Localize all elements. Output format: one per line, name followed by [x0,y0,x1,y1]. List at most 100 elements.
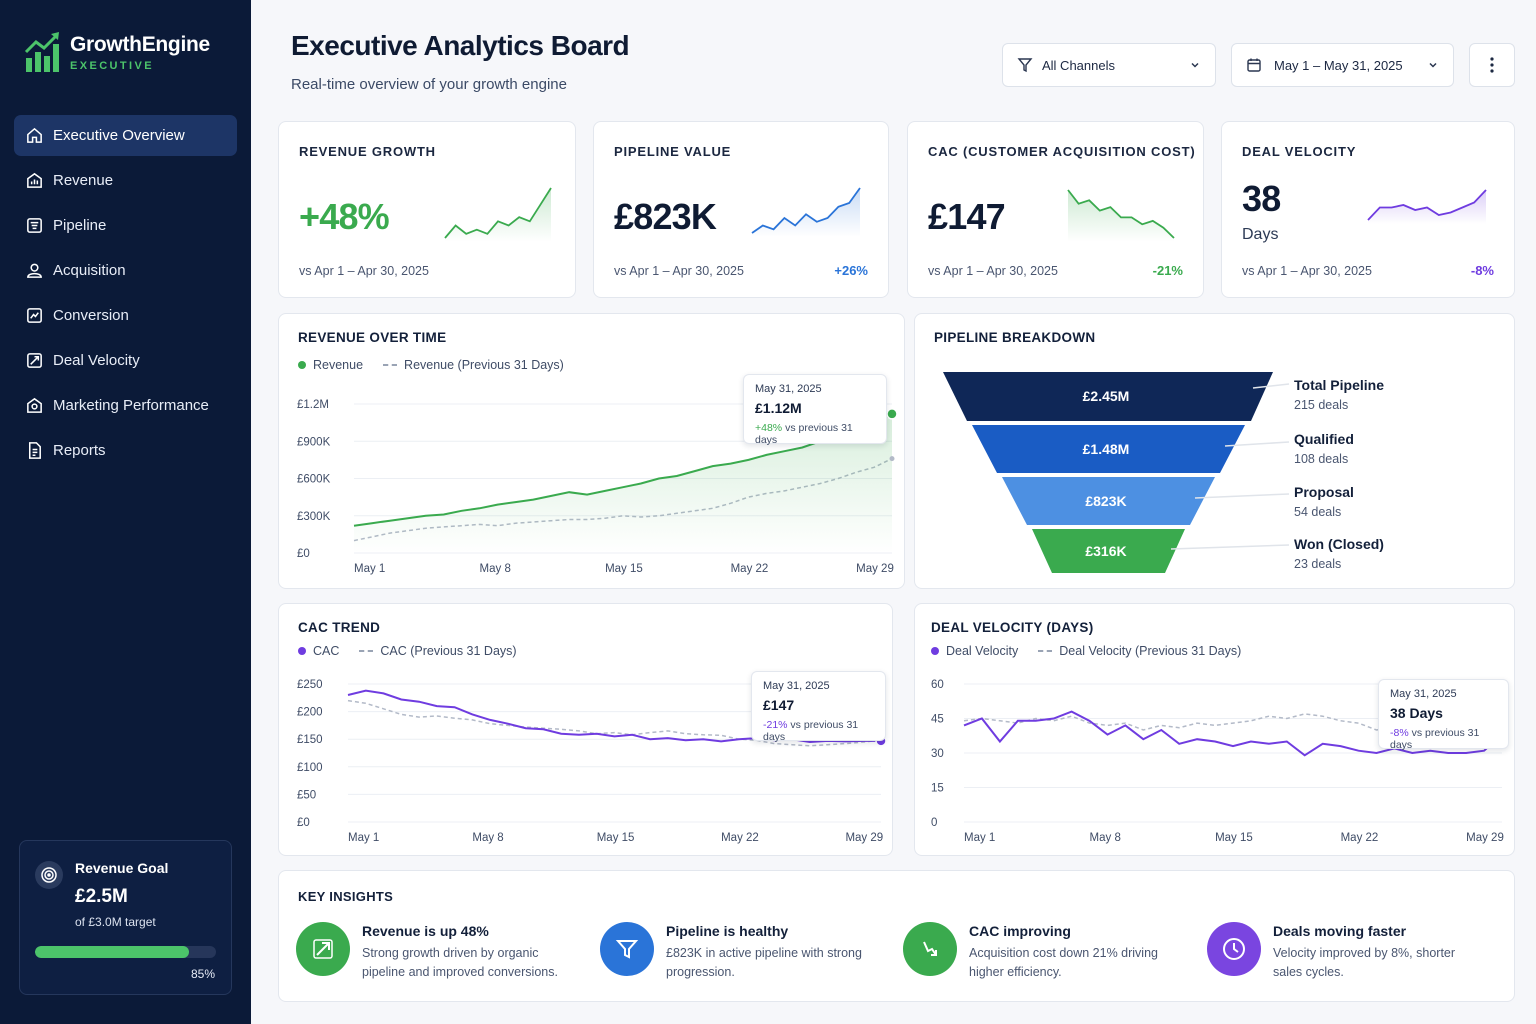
kpi-card-revenue-growth[interactable]: REVENUE GROWTH +48% vs Apr 1 – Apr 30, 2… [278,121,576,298]
sparkline-area [1368,190,1486,224]
funnel-stage-deals: 54 deals [1294,505,1342,519]
kpi-card-cac[interactable]: CAC (CUSTOMER ACQUISITION COST) £147 vs … [907,121,1204,298]
sidebar-item-deal-velocity[interactable]: Deal Velocity [14,340,237,381]
insight-title: Revenue is up 48% [362,923,489,939]
kpi-compare: vs Apr 1 – Apr 30, 2025 [614,264,744,278]
velocity-icon [27,353,42,368]
tooltip-date: May 31, 2025 [763,680,830,692]
insight-cac[interactable]: CAC improving Acquisition cost down 21% … [903,922,1179,982]
kpi-compare: vs Apr 1 – Apr 30, 2025 [299,264,429,278]
sidebar: GrowthEngine EXECUTIVE Executive Overvie… [0,0,251,1024]
kpi-title: DEAL VELOCITY [1242,144,1357,159]
x-tick-label: May 22 [1341,832,1379,844]
y-tick-label: £0 [297,548,310,560]
kpi-sparkline [1067,189,1175,242]
funnel-stage-deals: 108 deals [1294,452,1349,466]
tooltip-suffix: vs previous 31 days [755,422,853,446]
funnel-value-won: £316K [1085,543,1126,559]
revenue-over-time-card: REVENUE OVER TIME Revenue Revenue (Previ… [278,313,905,589]
x-tick-label: May 22 [721,832,759,844]
funnel-label-proposal: Proposal 54 deals [1294,484,1354,519]
goal-value: £2.5M [75,886,128,907]
pipeline-icon [27,218,42,233]
page-subtitle: Real-time overview of your growth engine [291,76,567,93]
y-tick-label: £100 [297,762,323,774]
date-range-value: May 1 – May 31, 2025 [1274,57,1403,73]
deal-velocity-card: DEAL VELOCITY (DAYS) Deal Velocity Deal … [914,603,1515,856]
funnel-value-qualified: £1.48M [1083,441,1130,457]
card-title: DEAL VELOCITY (DAYS) [931,620,1094,635]
more-options-button[interactable] [1469,43,1515,87]
sidebar-item-label: Executive Overview [53,127,185,144]
sidebar-item-reports[interactable]: Reports [14,430,237,471]
sidebar-item-acquisition[interactable]: Acquisition [14,250,237,291]
y-tick-label: £50 [297,789,316,801]
target-icon [35,861,63,889]
chart-tooltip: May 31, 2025 £1.12M +48% vs previous 31 … [743,374,887,446]
insight-title: Deals moving faster [1273,923,1407,939]
sparkline-area [445,188,551,242]
sparkline-line [444,187,552,239]
x-tick-label: May 15 [605,563,643,575]
revenue-line-chart[interactable]: £0 £300K £600K £900K £1.2M May 1 May 8 May 15 Ma… [279,314,904,588]
sidebar-item-label: Marketing Performance [53,397,209,414]
insight-description: Acquisition cost down 21% driving higher… [969,946,1158,979]
insight-pipeline[interactable]: Pipeline is healthy £823K in active pipe… [600,922,876,982]
series-current-line [353,413,893,527]
sidebar-item-label: Revenue [53,172,114,189]
sidebar-item-label: Reports [53,442,106,459]
series-area [354,413,892,553]
sidebar-item-marketing-performance[interactable]: Marketing Performance [14,385,237,426]
x-tick-label: May 15 [1215,832,1253,844]
series-previous-line [347,699,882,747]
sparkline-line [751,187,861,234]
insight-title: CAC improving [969,923,1071,939]
previous-end-point [889,456,895,462]
kpi-compare: vs Apr 1 – Apr 30, 2025 [928,264,1058,278]
brand[interactable]: GrowthEngine EXECUTIVE [24,30,210,74]
kpi-sparkline [1367,189,1487,224]
insight-revenue[interactable]: Revenue is up 48% Strong growth driven b… [296,922,572,982]
sparkline-line [1367,189,1487,221]
kpi-sparkline [444,187,552,242]
chart-tooltip: May 31, 2025 £147 -21% vs previous 31 da… [751,671,886,743]
funnel-stage-proposal [1002,477,1215,525]
date-range-dropdown[interactable]: May 1 – May 31, 2025 [1231,43,1454,87]
funnel-stage-name: Qualified [1294,431,1354,447]
tooltip-change: -21% [763,719,788,731]
legend-dash [359,650,374,652]
revenue-icon [27,172,42,188]
sparkline-area [752,188,860,237]
series-current-line [963,710,1503,757]
kpi-value: £823K [614,196,717,237]
more-vertical-icon [1490,57,1494,73]
insight-velocity[interactable]: Deals moving faster Velocity improved by… [1207,922,1483,982]
chart-tooltip: May 31, 2025 38 Days -8% vs previous 31 … [1378,679,1509,751]
sidebar-item-label: Conversion [53,307,129,324]
sidebar-item-executive-overview[interactable]: Executive Overview [14,115,237,156]
chevron-down-icon [1429,62,1437,68]
kpi-change: +26% [834,263,868,278]
sidebar-item-conversion[interactable]: Conversion [14,295,237,336]
tooltip-value: 38 Days [1390,705,1443,721]
channel-filter-dropdown[interactable]: All Channels [1002,43,1216,87]
tooltip-change: -8% [1390,727,1409,739]
legend-dot [298,361,306,369]
funnel-stage-deals: 215 deals [1294,398,1349,412]
y-tick-label: £150 [297,734,323,746]
y-tick-label: 60 [931,679,944,691]
chevron-down-icon [1191,62,1199,68]
y-tick-label: £250 [297,679,323,691]
insight-description: Strong growth driven by organic pipeline… [362,946,558,979]
sidebar-item-pipeline[interactable]: Pipeline [14,205,237,246]
pipeline-funnel-chart[interactable]: £2.45M £1.48M £823K £316K [915,314,1514,588]
deal-velocity-line-chart[interactable]: 0 15 30 45 60 May 1 May 8 May 15 May 22 May 29 [915,604,1514,855]
x-tick-label: May 29 [856,563,894,575]
sidebar-item-revenue[interactable]: Revenue [14,160,237,201]
y-tick-label: £600K [297,474,331,486]
sparkline-line [1067,189,1175,239]
kpi-card-deal-velocity[interactable]: DEAL VELOCITY 38 Days vs Apr 1 – Apr 30,… [1221,121,1515,298]
kpi-card-pipeline-value[interactable]: PIPELINE VALUE £823K vs Apr 1 – Apr 30, … [593,121,889,298]
trend-down-icon [903,922,957,976]
kpi-value: 38 [1242,178,1281,219]
